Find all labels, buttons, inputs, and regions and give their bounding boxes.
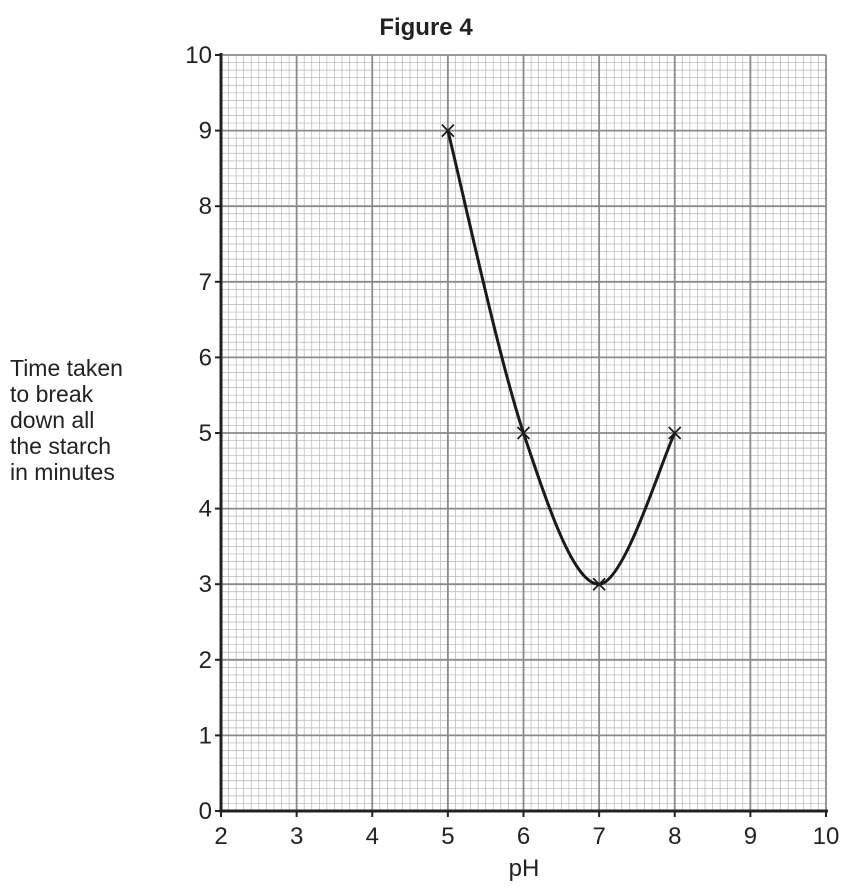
tick-labels: 2 3 4 5 6 7 8 9 10 0 1 2 3 4 5 6 7 8 9 10 [185, 42, 839, 850]
chart-title: Figure 4 [379, 14, 473, 41]
y-tick-label: 2 [199, 647, 212, 674]
y-axis-label-line: in minutes [10, 459, 115, 485]
x-tick-label: 3 [290, 823, 303, 850]
x-tick-label: 4 [366, 823, 379, 850]
x-tick-label: 7 [592, 823, 605, 850]
y-tick-label: 6 [199, 344, 212, 371]
data-point-marker [668, 426, 682, 440]
y-tick-label: 7 [199, 269, 212, 296]
data-point-marker [592, 577, 606, 591]
data-point-marker [516, 426, 531, 440]
y-axis-label-line: to break [10, 381, 94, 407]
y-tick-label: 10 [185, 42, 212, 69]
y-tick-label: 3 [199, 571, 212, 598]
x-tick-label: 10 [813, 823, 840, 850]
y-tick-label: 8 [199, 193, 212, 220]
x-tick-label: 5 [441, 823, 454, 850]
y-axis-label-line: down all [10, 407, 95, 433]
marker-stroke [441, 123, 455, 138]
x-tick-label: 2 [214, 823, 227, 850]
x-tick-label: 6 [517, 823, 530, 850]
x-tick-label: 9 [744, 823, 757, 850]
x-axis-label: pH [509, 855, 540, 882]
y-tick-label: 5 [199, 420, 212, 447]
series [441, 123, 682, 591]
marker-stroke [592, 577, 606, 591]
data-point-marker [441, 123, 455, 138]
y-tick-label: 9 [199, 118, 212, 145]
marker-stroke [668, 426, 682, 440]
marker-stroke [516, 426, 531, 440]
y-axis-label-line: the starch [10, 433, 111, 459]
y-tick-label: 4 [199, 496, 212, 523]
series-line [446, 130, 677, 586]
y-axis-label-line: Time taken [10, 355, 123, 381]
y-tick-label: 1 [199, 722, 212, 749]
x-tick-label: 8 [668, 823, 681, 850]
axes [215, 53, 828, 817]
y-tick-label: 0 [199, 798, 212, 825]
